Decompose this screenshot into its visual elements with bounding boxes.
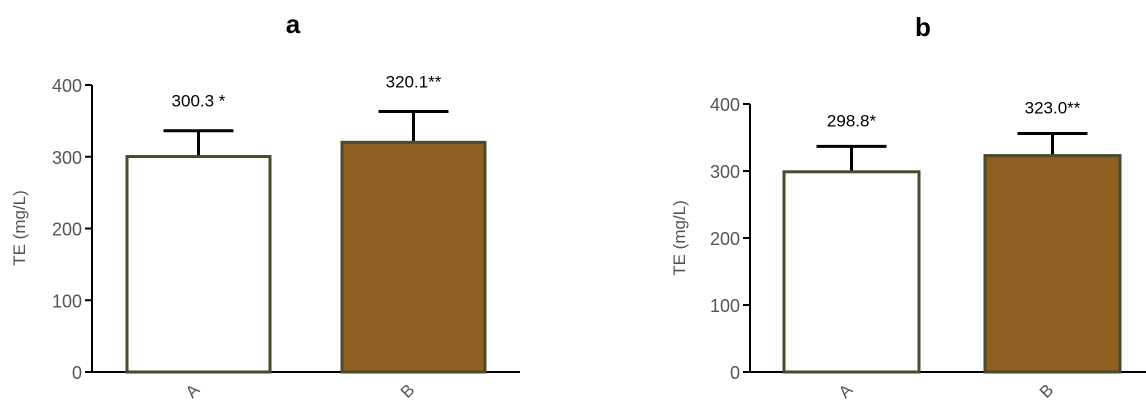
y-tick-label: 100 <box>710 296 740 316</box>
data-label: 298.8* <box>827 111 877 130</box>
y-axis-label: TE (mg/L) <box>10 190 29 266</box>
y-axis-label: TE (mg/L) <box>670 200 689 276</box>
y-tick-label: 400 <box>710 95 740 115</box>
y-tick-label: 100 <box>52 291 82 311</box>
y-ticks: 0 100 200 300 400 <box>52 76 92 383</box>
data-label: 300.3 * <box>172 92 226 111</box>
y-tick-label: 300 <box>52 148 82 168</box>
y-tick-label: 0 <box>72 363 82 383</box>
data-label: 323.0** <box>1025 98 1081 117</box>
panel-label: b <box>915 12 931 42</box>
y-tick-label: 400 <box>52 76 82 96</box>
panel-label: a <box>286 9 301 39</box>
bars: 298.8* A 323.0** B <box>782 98 1122 402</box>
x-tick-label: A <box>835 380 857 402</box>
y-ticks: 0 100 200 300 400 <box>710 95 750 383</box>
x-tick-label: B <box>1036 380 1057 401</box>
y-tick-label: 0 <box>730 363 740 383</box>
bar-A <box>125 155 272 374</box>
y-tick-label: 200 <box>52 220 82 240</box>
data-label: 320.1** <box>386 72 442 91</box>
y-tick-label: 300 <box>710 162 740 182</box>
bar-A <box>782 170 921 374</box>
bar-B <box>983 154 1122 374</box>
y-tick-label: 200 <box>710 229 740 249</box>
bar-B <box>340 140 487 374</box>
